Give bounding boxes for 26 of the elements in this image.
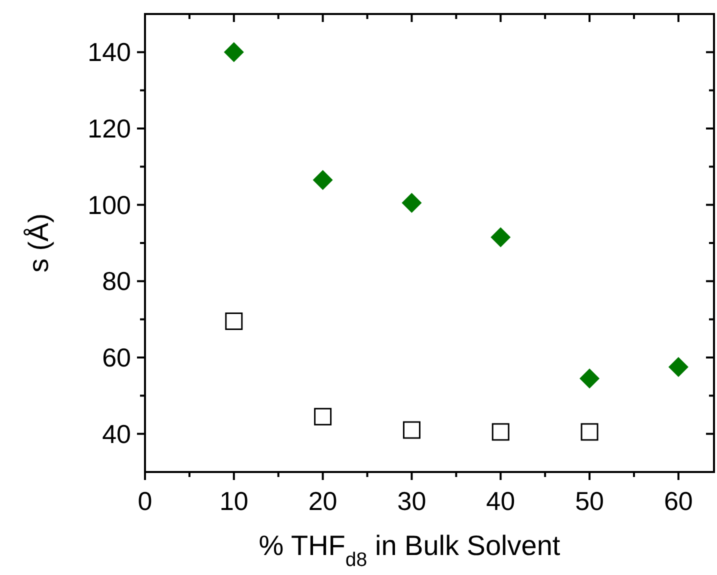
point <box>225 312 243 330</box>
point <box>492 423 510 441</box>
point <box>580 368 600 388</box>
point <box>224 42 244 62</box>
point <box>314 408 332 426</box>
x-tick-label: 10 <box>219 486 248 516</box>
x-axis-title: % THF$_{d8}$ in Bulk Solvent <box>258 530 560 571</box>
x-tick-label: 50 <box>575 486 604 516</box>
x-tick-label: 0 <box>138 486 152 516</box>
y-axis-title: s (Å) <box>23 213 54 273</box>
y-tick-label: 100 <box>88 190 131 220</box>
point <box>580 423 598 441</box>
y-tick-label: 60 <box>102 342 131 372</box>
point <box>402 421 420 439</box>
point <box>668 357 688 378</box>
x-tick-label: 60 <box>664 486 693 516</box>
point <box>312 170 333 190</box>
x-tick-label: 30 <box>397 486 426 516</box>
x-tick-label: 40 <box>486 486 516 516</box>
y-tick-label: 140 <box>88 37 131 68</box>
y-tick-label: 40 <box>102 418 131 449</box>
y-tick-label: 80 <box>102 266 131 296</box>
point <box>490 227 511 248</box>
y-tick-label: 120 <box>88 114 131 144</box>
x-tick-label: 20 <box>308 486 338 516</box>
point <box>402 192 422 213</box>
